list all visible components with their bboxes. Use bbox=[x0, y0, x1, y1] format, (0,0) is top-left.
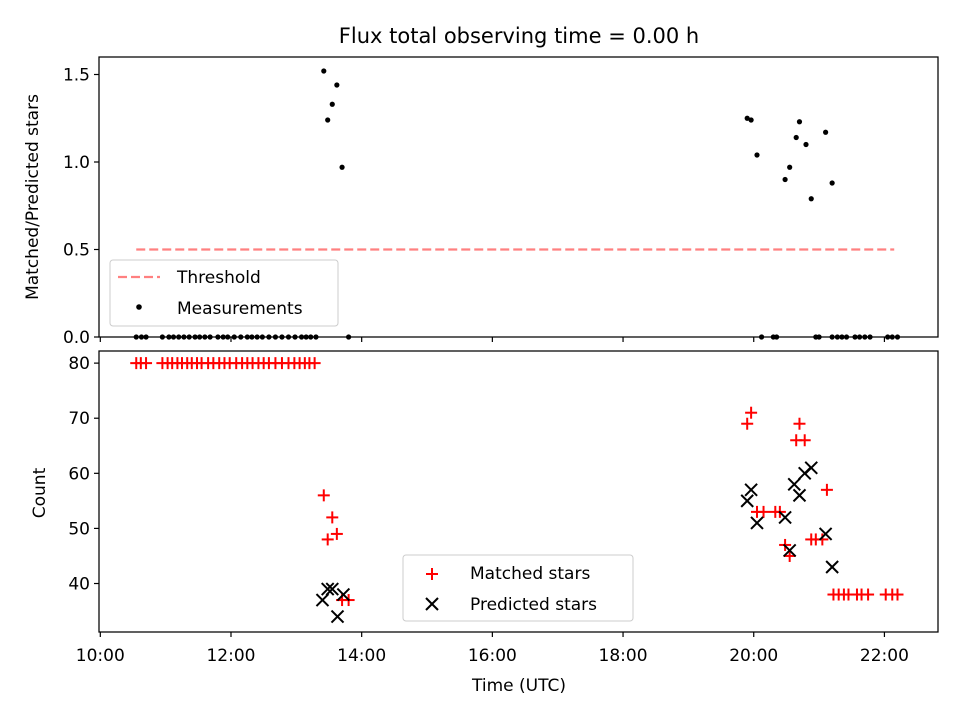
chart-title: Flux total observing time = 0.00 h bbox=[339, 24, 699, 48]
measurement-point bbox=[321, 68, 327, 74]
measurement-point bbox=[787, 164, 793, 170]
count-marks bbox=[130, 357, 904, 624]
count-y-tick-label: 80 bbox=[68, 354, 90, 374]
matched-star-point bbox=[783, 549, 796, 562]
measurement-point bbox=[823, 129, 829, 135]
ratio-y-ticks: 0.0 0.5 1.0 1.5 bbox=[63, 66, 99, 348]
count-x-tick-label: 20:00 bbox=[729, 646, 778, 666]
ratio-legend: Threshold Measurements bbox=[109, 259, 339, 327]
matched-star-point bbox=[140, 357, 153, 370]
measurement-point bbox=[796, 119, 803, 125]
count-panel: 40 50 60 70 80 10:00 12:00 14:00 16:00 18:00 20:0… bbox=[30, 350, 939, 696]
predicted-star-point bbox=[792, 488, 807, 503]
legend-measurements-swatch bbox=[136, 304, 142, 310]
count-x-tick-label: 12:00 bbox=[206, 646, 255, 666]
measurement-point bbox=[748, 117, 754, 123]
ratio-y-tick-label: 1.5 bbox=[63, 66, 90, 86]
measurement-point bbox=[803, 141, 809, 148]
matched-star-point bbox=[308, 357, 321, 370]
predicted-star-point bbox=[818, 527, 833, 541]
measurement-point bbox=[808, 196, 814, 202]
matched-star-point bbox=[891, 588, 904, 601]
matched-star-point bbox=[317, 489, 330, 502]
predicted-star-point bbox=[744, 483, 758, 497]
legend-predicted-swatch bbox=[425, 597, 439, 611]
measurement-point bbox=[325, 117, 331, 123]
matched-star-point bbox=[816, 533, 829, 546]
count-y-axis-label: Count bbox=[30, 467, 50, 518]
count-legend-box bbox=[402, 554, 634, 622]
matched-star-point bbox=[330, 527, 343, 540]
ratio-x-ticks bbox=[99, 337, 886, 342]
count-y-tick-label: 40 bbox=[68, 575, 90, 595]
legend-measurements-label: Measurements bbox=[177, 299, 303, 319]
count-x-ticks: 10:00 12:00 14:00 16:00 18:00 20:00 22:00 bbox=[76, 632, 909, 666]
count-x-tick-label: 18:00 bbox=[599, 646, 648, 666]
measurement-point bbox=[334, 82, 340, 88]
count-x-tick-label: 10:00 bbox=[76, 646, 125, 666]
ratio-y-tick-label: 1.0 bbox=[63, 153, 90, 173]
predicted-star-point bbox=[330, 609, 345, 624]
predicted-star-point bbox=[782, 543, 797, 558]
measurement-point bbox=[339, 164, 345, 170]
count-y-ticks: 40 50 60 70 80 bbox=[68, 354, 99, 595]
count-x-tick-label: 16:00 bbox=[468, 646, 517, 666]
measurement-point bbox=[754, 152, 760, 158]
predicted-star-point bbox=[787, 477, 801, 492]
matched-star-point bbox=[798, 434, 811, 447]
legend-matched-label: Matched stars bbox=[470, 564, 590, 584]
matched-star-point bbox=[820, 483, 833, 496]
predicted-star-point bbox=[325, 582, 339, 596]
ratio-y-tick-label: 0.5 bbox=[63, 241, 90, 261]
measurement-point bbox=[782, 176, 788, 183]
count-x-tick-label: 14:00 bbox=[337, 646, 386, 666]
count-legend: Matched stars Predicted stars bbox=[402, 554, 634, 622]
ratio-axes-frame bbox=[98, 56, 939, 338]
predicted-star-point bbox=[778, 510, 792, 525]
legend-predicted-label: Predicted stars bbox=[470, 595, 597, 615]
count-axes-frame bbox=[98, 350, 939, 633]
legend-matched-swatch bbox=[426, 568, 438, 580]
matched-star-point bbox=[862, 588, 875, 601]
predicted-star-point bbox=[336, 587, 351, 602]
ratio-y-axis-label: Matched/Predicted stars bbox=[23, 94, 43, 300]
ratio-legend-box bbox=[109, 259, 339, 327]
measurement-point bbox=[793, 134, 799, 141]
count-x-tick-label: 22:00 bbox=[860, 646, 909, 666]
ratio-y-tick-label: 0.0 bbox=[63, 328, 90, 348]
legend-threshold-label: Threshold bbox=[176, 268, 261, 288]
measurement-point bbox=[829, 180, 835, 186]
predicted-star-point bbox=[750, 516, 764, 530]
measurement-point bbox=[329, 101, 335, 107]
matched-star-point bbox=[793, 417, 806, 430]
matched-star-point bbox=[326, 511, 339, 524]
predicted-star-point bbox=[740, 494, 754, 508]
predicted-star-point bbox=[320, 582, 335, 596]
matched-star-point bbox=[757, 505, 770, 518]
predicted-star-point bbox=[804, 461, 818, 475]
count-y-tick-label: 70 bbox=[68, 409, 90, 429]
count-y-tick-label: 60 bbox=[68, 464, 90, 484]
matched-star-point bbox=[321, 533, 334, 546]
x-axis-label: Time (UTC) bbox=[471, 676, 566, 696]
predicted-star-point bbox=[825, 560, 839, 574]
ratio-panel: 0.0 0.5 1.0 1.5 Matched/Predicted stars Thr… bbox=[23, 56, 939, 348]
matched-star-point bbox=[741, 417, 754, 430]
measurement-point bbox=[744, 115, 750, 121]
count-y-tick-label: 50 bbox=[68, 519, 90, 539]
predicted-star-point bbox=[315, 593, 330, 607]
matched-star-point bbox=[745, 406, 758, 419]
